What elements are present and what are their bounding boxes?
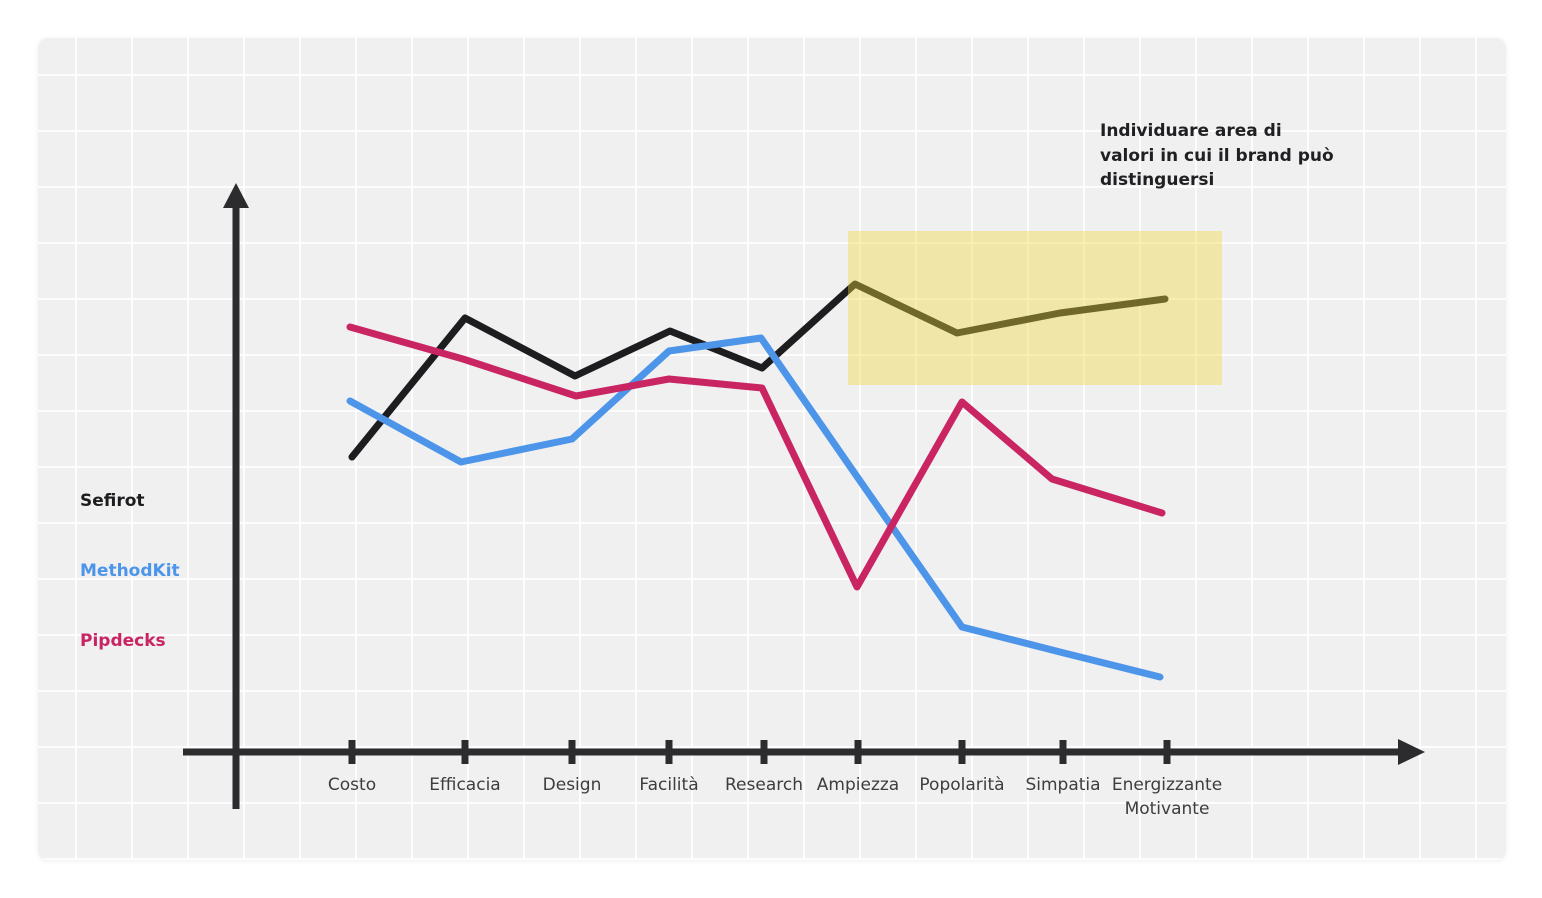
axis-label-8: Energizzante Motivante — [1111, 775, 1223, 820]
axis-label-3: Facilità — [639, 775, 699, 795]
axis-label-7: Simpatia — [1025, 775, 1101, 795]
axis-label-1: Efficacia — [429, 775, 501, 795]
axis-label-4: Research — [725, 775, 803, 795]
legend-methodkit: MethodKit — [80, 561, 180, 581]
legend-pipdecks: Pipdecks — [80, 631, 166, 651]
highlight-annotation: Individuare area di valori in cui il bra… — [1100, 121, 1334, 191]
axis-label-2: Design — [542, 775, 602, 795]
axis-label-0: Costo — [327, 775, 377, 795]
axis-label-5: Ampiezza — [816, 775, 900, 795]
legend-sefirot: Sefirot — [80, 491, 145, 511]
axis-label-6: Popolarità — [919, 775, 1005, 795]
